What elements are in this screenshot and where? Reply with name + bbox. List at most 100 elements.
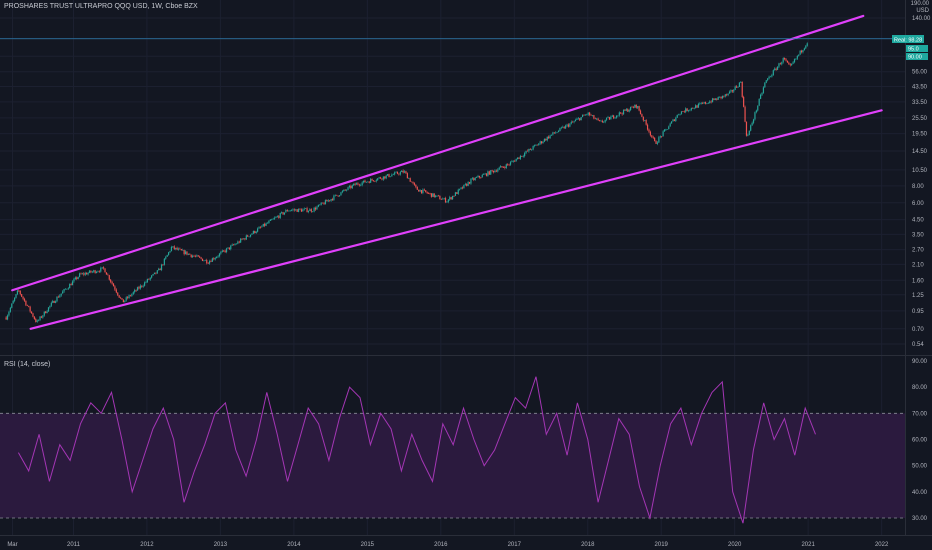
- price-tick-label: 19.50: [912, 132, 928, 138]
- candle-body: [396, 171, 399, 174]
- candle-body: [779, 63, 781, 65]
- candle-body: [46, 311, 48, 314]
- candle-body: [717, 97, 719, 100]
- last-price-badge[interactable]: [892, 35, 924, 43]
- candle-body: [556, 132, 558, 133]
- candle-body: [668, 126, 670, 130]
- candle-body: [522, 156, 524, 157]
- candle-body: [443, 198, 445, 199]
- candle-body: [769, 76, 772, 78]
- rsi-line: [17, 376, 816, 524]
- candle-body: [73, 279, 75, 282]
- candle-body: [781, 62, 783, 65]
- candle-body: [675, 117, 677, 121]
- candle-body: [747, 134, 749, 136]
- candle-body: [223, 250, 225, 252]
- candle-body: [752, 119, 755, 123]
- candle-body: [757, 105, 759, 111]
- candle-body: [772, 70, 774, 75]
- rsi-indicator-label[interactable]: RSI (14, close): [4, 361, 51, 368]
- candle-body: [296, 209, 298, 212]
- candle-body: [19, 290, 21, 295]
- candle-body: [605, 117, 608, 120]
- channel-lower-line[interactable]: [29, 109, 883, 330]
- candle-body: [484, 173, 486, 175]
- candle-body: [669, 123, 671, 127]
- candle-body: [156, 270, 158, 274]
- candle-body: [145, 281, 147, 283]
- candle-body: [143, 282, 146, 286]
- candle-body: [26, 305, 28, 306]
- candle-body: [453, 195, 455, 197]
- time-tick-label: 2012: [140, 542, 154, 548]
- candle-body: [449, 197, 451, 200]
- candle-body: [177, 248, 180, 250]
- candle-body: [136, 287, 139, 291]
- candle-body: [279, 212, 281, 218]
- candle-body: [405, 171, 407, 174]
- candle-body: [539, 141, 541, 144]
- candle-body: [502, 167, 505, 168]
- candle-body: [320, 202, 322, 205]
- channel-upper-line[interactable]: [11, 14, 865, 292]
- candle-body: [741, 81, 743, 97]
- candle-body: [793, 59, 796, 63]
- candle-body: [207, 263, 209, 264]
- candle-body: [432, 193, 434, 197]
- candle-body: [645, 120, 647, 125]
- grid: [0, 0, 905, 535]
- candle-body: [67, 288, 69, 289]
- candle-body: [305, 208, 307, 209]
- candle-body: [480, 177, 482, 178]
- candle-body: [646, 124, 649, 130]
- candle-body: [343, 189, 345, 192]
- candle-body: [338, 195, 341, 197]
- candle-body: [745, 121, 748, 136]
- candle-body: [190, 254, 192, 257]
- candle-body: [755, 110, 757, 113]
- candle-body: [201, 258, 204, 262]
- candle-body: [225, 248, 228, 253]
- price-badge-3-text: 90.00: [908, 55, 922, 61]
- candle-body: [467, 182, 469, 186]
- candle-body: [30, 311, 33, 314]
- candle-body: [617, 115, 619, 117]
- candle-body: [210, 261, 212, 262]
- candle-body: [232, 244, 235, 246]
- candle-body: [77, 276, 79, 279]
- candle-body: [622, 109, 625, 115]
- candle-body: [268, 220, 270, 224]
- last-price-badge-text: Real: 98.28: [894, 38, 922, 44]
- candle-body: [63, 289, 65, 292]
- time-axis: Mar 2011 2012 2013 2014 2015 2016 2017 2018 2019 2…: [7, 542, 889, 548]
- candle-body: [194, 256, 197, 257]
- candle-body: [299, 208, 301, 210]
- candle-body: [541, 141, 543, 144]
- candle-body: [374, 181, 376, 182]
- candle-body: [521, 155, 523, 157]
- candle-body: [483, 174, 485, 175]
- candle-body: [155, 272, 157, 274]
- candle-body: [512, 160, 514, 162]
- candle-body: [265, 223, 267, 226]
- candle-body: [289, 210, 291, 212]
- candle-body: [728, 91, 731, 94]
- candle-body: [334, 194, 336, 196]
- candle-body: [112, 283, 115, 287]
- candle-body: [247, 235, 249, 237]
- candle-body: [789, 64, 791, 66]
- candle-body: [567, 124, 570, 127]
- candle-body: [750, 125, 752, 131]
- candle-body: [200, 257, 202, 259]
- candle-body: [245, 235, 247, 240]
- candle-body: [285, 210, 287, 213]
- candle-body: [447, 199, 449, 202]
- candle-body: [649, 131, 651, 136]
- price-tick-label: 25.50: [912, 116, 928, 122]
- candle-body: [392, 174, 394, 176]
- candle-body: [560, 127, 562, 129]
- candle-body: [360, 185, 362, 186]
- candle-body: [786, 60, 789, 63]
- candle-body: [563, 126, 565, 129]
